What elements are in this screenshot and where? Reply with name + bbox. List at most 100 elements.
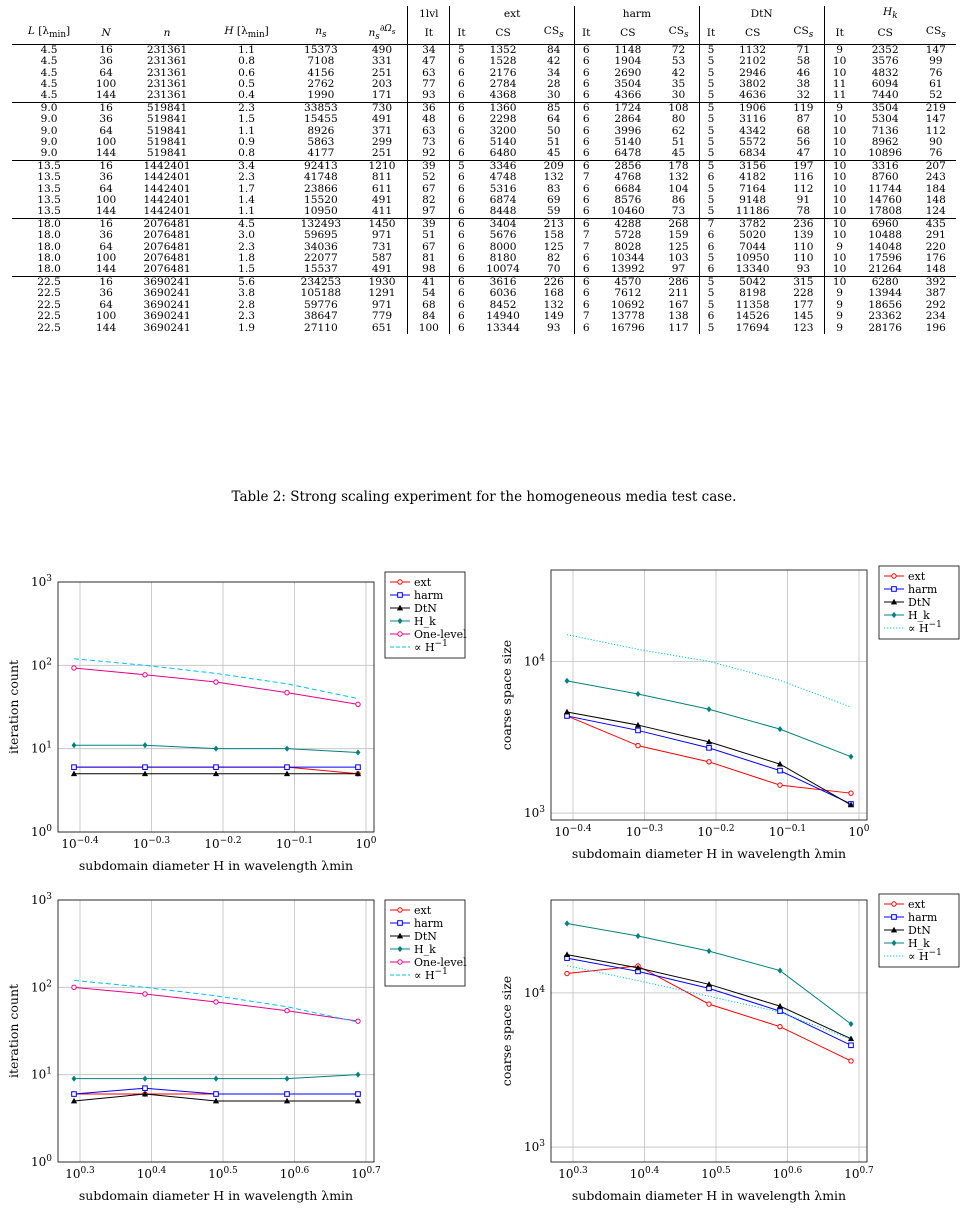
table-cell: 112 xyxy=(925,124,946,137)
table-row: 9.0 16 519841 2.3 33853 730 36 6 1360 85 6 1724 108 5… xyxy=(12,101,956,115)
table-cell: 1990 xyxy=(307,89,335,102)
x-tick-label: 10−0.3 xyxy=(626,824,663,839)
table-cell: 3504 xyxy=(614,77,642,90)
table-cell: 11 xyxy=(823,78,855,91)
header-n: n xyxy=(126,23,208,45)
table-cell: 36 xyxy=(407,101,450,115)
table-cell: 491 xyxy=(371,194,393,207)
data-point xyxy=(141,1090,149,1097)
data-point xyxy=(213,679,219,685)
table-cell: 15537 xyxy=(304,263,338,276)
header-cs: CS xyxy=(722,23,784,45)
table-cell: 6960 xyxy=(854,217,916,231)
y-axis-label: iteration count xyxy=(6,660,21,754)
table-cell: 1210 xyxy=(356,159,408,173)
legend-box xyxy=(384,899,466,987)
data-point xyxy=(397,579,403,585)
table-cell: 64 xyxy=(99,124,113,137)
data-point xyxy=(848,753,854,760)
table-cell: 7 xyxy=(574,229,598,242)
table-cell: 6 xyxy=(449,264,473,277)
table-cell: 6 xyxy=(574,113,598,126)
table-cell: 64 xyxy=(547,113,561,126)
table-cell: 147 xyxy=(925,113,946,126)
data-point xyxy=(71,665,77,671)
table-cell: 90 xyxy=(929,136,943,148)
table-cell: 10 xyxy=(823,275,855,289)
data-point xyxy=(212,1097,220,1104)
table-cell: 16 xyxy=(99,43,113,56)
table-cell: 5 xyxy=(698,275,723,289)
table-cell: 9 xyxy=(823,299,855,312)
table-cell: 5 xyxy=(698,299,723,312)
table-cell: 8198 xyxy=(739,287,767,300)
table-cell: 6 xyxy=(449,252,473,265)
table-cell: 47 xyxy=(407,55,450,68)
table-cell: 6 xyxy=(449,101,473,115)
data-point xyxy=(563,951,571,958)
table-cell: 0.5 xyxy=(238,77,255,90)
table-cell: 3690241 xyxy=(143,321,191,334)
table-cell: 51 xyxy=(407,229,450,242)
table-cell: 86 xyxy=(671,194,686,207)
data-point xyxy=(284,689,290,696)
table-cell: 16 xyxy=(86,101,127,115)
table-cell: 158 xyxy=(543,229,564,242)
table-cell: 10344 xyxy=(611,252,645,265)
table-cell: 730 xyxy=(356,101,408,115)
data-point xyxy=(70,1097,78,1104)
table-cell: 132 xyxy=(668,171,689,184)
table-cell: 72 xyxy=(671,43,686,56)
table-cell: 105188 xyxy=(300,287,342,300)
table-cell: 9148 xyxy=(739,194,767,207)
table-row: 22.5 100 3690241 2.3 38647 779 84 6 14940 149 7 137… xyxy=(12,310,956,323)
series-line xyxy=(566,634,852,708)
legend-label: H_k xyxy=(414,943,436,956)
chart-coarse-space-top: 10−0.4 10−0.3 10−0.2 10−0.1 100 103 104 subdoma… xyxy=(499,565,960,861)
table-cell: 46 xyxy=(796,66,811,79)
table-cell: 13340 xyxy=(735,263,770,276)
table-cell: 145 xyxy=(793,310,814,323)
data-point xyxy=(213,999,219,1005)
table-cell: 1442401 xyxy=(143,171,191,184)
table-cell: 8448 xyxy=(489,205,517,218)
plot-frame xyxy=(57,899,375,1163)
table-cell: 38 xyxy=(796,77,811,90)
data-point xyxy=(564,677,570,684)
table-cell: 84 xyxy=(407,310,450,323)
data-point xyxy=(355,1091,361,1097)
table-cell: 36 xyxy=(99,113,113,126)
table-cell: 779 xyxy=(371,310,393,323)
table-cell: 4368 xyxy=(489,89,517,102)
table-cell: 7108 xyxy=(307,55,335,68)
table-cell: 100 xyxy=(96,252,117,265)
table-cell: 2.8 xyxy=(238,298,255,311)
data-point xyxy=(706,706,712,713)
table-cell: 125 xyxy=(668,240,689,253)
table-cell: 14760 xyxy=(868,194,903,207)
table-cell: 6 xyxy=(449,275,473,289)
table-cell: 6 xyxy=(449,136,473,149)
table-cell: 35 xyxy=(671,77,686,90)
table-cell: 116 xyxy=(793,171,814,184)
table-cell: 387 xyxy=(925,287,946,300)
table-cell: 41748 xyxy=(304,171,338,184)
table-cell: 6 xyxy=(449,299,473,312)
table-cell: 731 xyxy=(371,240,393,253)
table-cell: 52 xyxy=(407,171,450,184)
table-cell: 61 xyxy=(929,77,943,90)
table-cell: 3802 xyxy=(739,77,767,90)
series-line xyxy=(73,667,359,705)
table-cell: 100 xyxy=(407,322,450,334)
table-cell: 5140 xyxy=(489,136,517,148)
table-cell: 4.5 xyxy=(40,77,58,90)
table-cell: 3.0 xyxy=(238,229,255,242)
table-cell: 10 xyxy=(823,194,855,207)
data-point xyxy=(891,914,897,920)
table-cell: 139 xyxy=(793,229,814,242)
table-cell: 315 xyxy=(783,275,825,289)
table-cell: 6 xyxy=(449,67,473,79)
table-cell: 97 xyxy=(671,263,686,276)
table-cell: 1904 xyxy=(614,55,642,68)
table-cell: 4832 xyxy=(871,66,899,79)
